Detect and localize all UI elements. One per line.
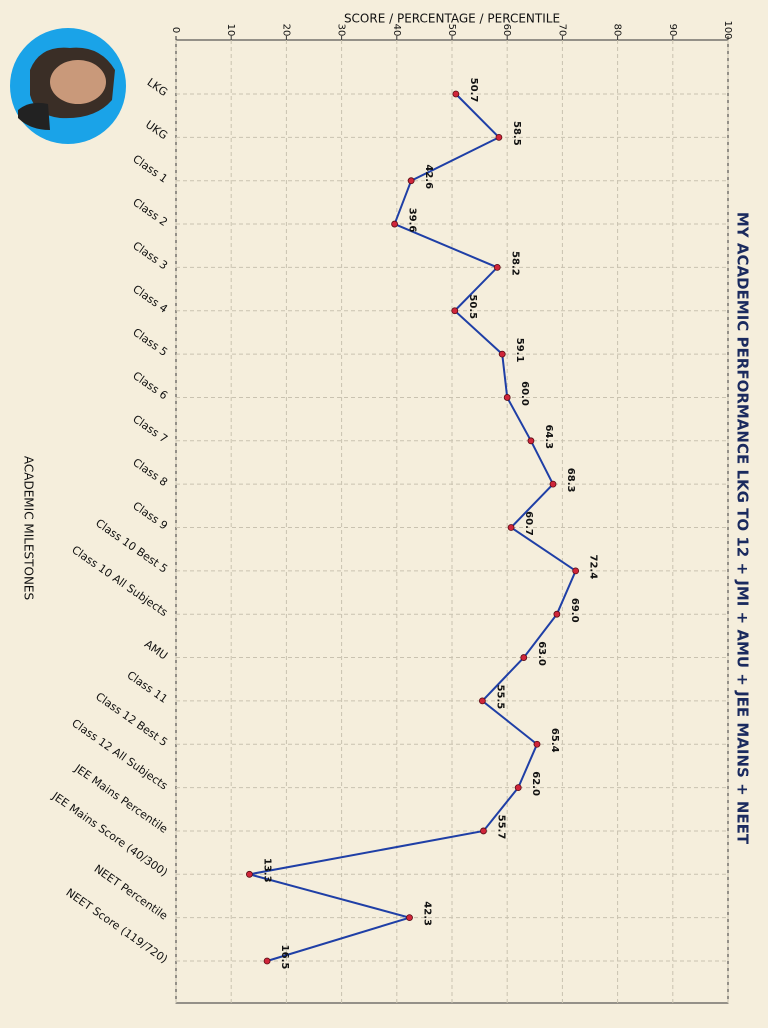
value-tick-label: 70 xyxy=(556,24,567,37)
data-point xyxy=(520,654,528,661)
data-point xyxy=(527,437,535,445)
data-point xyxy=(406,914,413,922)
data-point xyxy=(533,740,541,748)
value-tick-label: 20 xyxy=(280,24,291,37)
value-tick-label: 100 xyxy=(722,20,733,39)
category-tick-label: Class 7 xyxy=(130,412,170,445)
category-axis-title: ACADEMIC MILESTONES xyxy=(22,456,36,600)
category-tick-label: Class 5 xyxy=(130,326,170,359)
data-label: 65.4 xyxy=(549,728,560,753)
category-tick-label: Class 8 xyxy=(130,456,170,489)
category-tick-label: UKG xyxy=(143,118,170,142)
value-tick-label: 0 xyxy=(170,27,181,33)
data-point xyxy=(263,957,271,965)
data-point xyxy=(553,610,561,618)
chart-title: MY ACADEMIC PERFORMANCE LKG TO 12 + JMI … xyxy=(734,212,752,845)
data-label: 60.0 xyxy=(519,381,530,406)
value-tick-label: 60 xyxy=(501,24,512,37)
data-point xyxy=(495,133,503,141)
category-tick-label: Class 6 xyxy=(130,369,170,402)
data-point xyxy=(391,220,398,228)
value-tick-label: 40 xyxy=(391,24,402,37)
data-label: 16.5 xyxy=(279,945,290,970)
plot-frame xyxy=(175,39,729,1004)
data-point xyxy=(480,827,487,835)
data-label: 39.6 xyxy=(407,208,418,233)
data-label: 58.2 xyxy=(509,251,520,276)
data-point xyxy=(514,784,522,791)
data-point xyxy=(451,307,459,315)
value-tick-label: 80 xyxy=(612,24,623,37)
data-point xyxy=(493,263,501,271)
data-label: 55.7 xyxy=(495,815,506,840)
category-tick-label: Class 2 xyxy=(130,196,170,229)
data-point xyxy=(246,870,253,878)
data-label: 50.5 xyxy=(467,294,478,319)
data-point xyxy=(572,567,580,575)
value-tick-label: 90 xyxy=(667,24,678,37)
data-label: 50.7 xyxy=(468,78,479,103)
category-tick-label: Class 11 xyxy=(125,669,170,706)
profile-photo xyxy=(10,28,126,144)
data-label: 64.3 xyxy=(543,424,554,449)
category-tick-label: Class 9 xyxy=(130,499,170,532)
data-label: 58.5 xyxy=(511,121,522,146)
value-tick-label: 50 xyxy=(446,24,457,37)
data-label: 59.1 xyxy=(514,338,525,363)
data-point xyxy=(503,394,511,401)
value-tick-label: 30 xyxy=(336,24,347,37)
data-point xyxy=(407,177,415,185)
data-point xyxy=(507,524,515,531)
data-label: 62.0 xyxy=(530,771,541,796)
data-label: 42.3 xyxy=(421,901,432,926)
data-label: 13.3 xyxy=(261,858,272,883)
data-label: 63.0 xyxy=(536,641,547,666)
category-tick-label: Class 3 xyxy=(130,239,170,272)
data-point xyxy=(549,480,557,488)
category-tick-label: JEE Mains Score (40/300) xyxy=(49,789,170,879)
category-tick-label: AMU xyxy=(142,637,170,662)
category-tick-label: Class 1 xyxy=(130,152,170,185)
data-label: 42.6 xyxy=(423,164,434,189)
category-tick-label: Class 4 xyxy=(130,282,170,315)
category-tick-label: NEET Score (119/720) xyxy=(63,886,170,966)
data-label: 55.5 xyxy=(494,685,505,710)
data-point xyxy=(452,90,460,98)
category-tick-label: LKG xyxy=(145,76,170,99)
data-label: 72.4 xyxy=(588,555,599,580)
data-point xyxy=(478,697,486,705)
data-label: 68.3 xyxy=(565,468,576,493)
value-tick-label: 10 xyxy=(225,24,236,37)
value-axis-title: SCORE / PERCENTAGE / PERCENTILE xyxy=(344,12,560,26)
data-label: 69.0 xyxy=(569,598,580,623)
data-point xyxy=(498,350,506,358)
data-label: 60.7 xyxy=(523,511,534,536)
